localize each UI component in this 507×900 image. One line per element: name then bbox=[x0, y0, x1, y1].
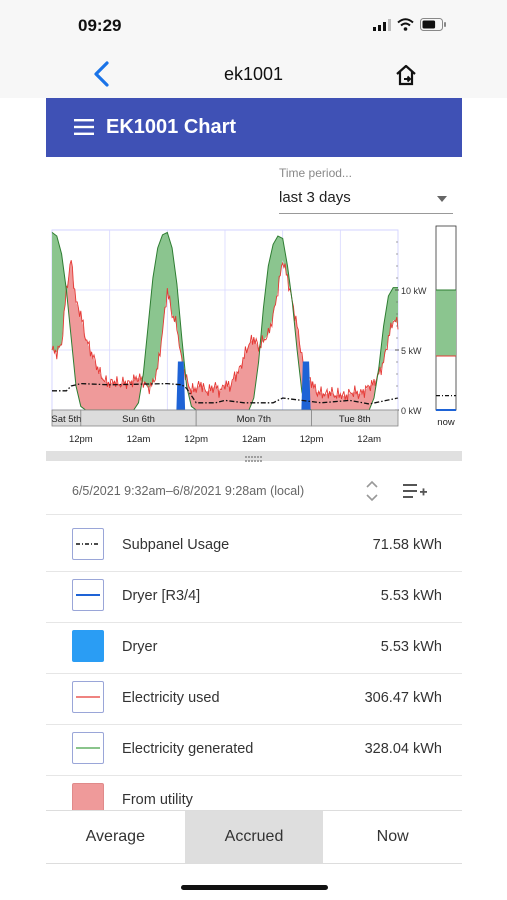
day-label: Sun 6th bbox=[122, 414, 155, 425]
legend-name: Subpanel Usage bbox=[122, 537, 230, 553]
battery-icon bbox=[420, 18, 446, 31]
y-tick-label: 5 kW bbox=[401, 346, 422, 356]
legend-row[interactable]: Subpanel Usage 71.58 kWh bbox=[46, 520, 462, 572]
generated-excess-area bbox=[52, 232, 68, 353]
from-utility-area bbox=[293, 308, 378, 410]
y-tick-label: 10 kW bbox=[401, 286, 427, 296]
home-indicator bbox=[181, 885, 328, 890]
legend-swatch-pink-fill bbox=[72, 783, 104, 810]
app-title: EK1001 Chart bbox=[106, 116, 237, 138]
tab-now[interactable]: Now bbox=[376, 828, 409, 845]
time-label: 12pm bbox=[300, 434, 324, 445]
legend-row[interactable]: Dryer [R3/4] 5.53 kWh bbox=[46, 571, 462, 623]
day-label: Mon 7th bbox=[237, 414, 271, 425]
chart-svg[interactable]: 0 kW 5 kW 10 kW Sat 5th Sun 6th Mon 7th Tue 8t… bbox=[46, 224, 462, 454]
electricity-used-line bbox=[51, 260, 399, 401]
chevron-left-icon[interactable] bbox=[90, 60, 114, 88]
signal-icon bbox=[373, 18, 391, 31]
legend-row[interactable]: Electricity used 306.47 kWh bbox=[46, 673, 462, 725]
app-bar: EK1001 Chart bbox=[46, 98, 462, 157]
legend-value: 306.47 kWh bbox=[364, 690, 442, 706]
from-utility-area bbox=[67, 260, 144, 410]
legend-value: 5.53 kWh bbox=[380, 588, 442, 604]
time-period-select[interactable]: last 3 days bbox=[279, 185, 453, 214]
y-tick-label: 0 kW bbox=[401, 406, 422, 416]
legend-value: 5.53 kWh bbox=[380, 639, 442, 655]
legend-swatch-red-line bbox=[72, 681, 104, 713]
day-label: Sat 5th bbox=[51, 414, 81, 425]
legend-swatch-blue-line bbox=[72, 579, 104, 611]
date-range-row: 6/5/2021 9:32am–6/8/2021 9:28am (local) bbox=[46, 470, 462, 515]
hamburger-menu-icon[interactable] bbox=[74, 118, 94, 136]
legend-name: From utility bbox=[122, 792, 193, 808]
time-label: 12pm bbox=[69, 434, 93, 445]
legend-name: Dryer bbox=[122, 639, 158, 655]
time-label: 12am bbox=[127, 434, 151, 445]
legend-swatch-green-line bbox=[72, 732, 104, 764]
legend-name: Electricity generated bbox=[122, 741, 254, 757]
now-bar-generated-fill bbox=[436, 290, 456, 356]
nav-title: ek1001 bbox=[223, 64, 284, 84]
generated-excess-area bbox=[377, 287, 398, 377]
legend-swatch-dashdot bbox=[72, 528, 104, 560]
time-period-value: last 3 days bbox=[279, 189, 351, 206]
date-range-text: 6/5/2021 9:32am–6/8/2021 9:28am (local) bbox=[72, 484, 305, 498]
time-label: 12am bbox=[242, 434, 266, 445]
drag-dots-icon bbox=[245, 456, 262, 462]
tab-accrued[interactable]: Accrued bbox=[184, 811, 324, 863]
status-time: 09:29 bbox=[78, 16, 122, 35]
legend-row[interactable]: Electricity generated 328.04 kWh bbox=[46, 724, 462, 776]
energy-chart[interactable]: 0 kW 5 kW 10 kW Sat 5th Sun 6th Mon 7th Tue 8t… bbox=[46, 224, 462, 460]
status-bar: 09:29 bbox=[0, 0, 507, 50]
legend-name: Electricity used bbox=[122, 690, 220, 706]
legend-list: Subpanel Usage 71.58 kWh Dryer [R3/4] 5.53 … bbox=[46, 520, 462, 810]
legend-value: 328.04 kWh bbox=[364, 741, 442, 757]
legend-name: Dryer [R3/4] bbox=[122, 588, 201, 604]
now-label: now bbox=[437, 417, 455, 428]
resize-handle[interactable] bbox=[46, 451, 462, 462]
sort-icon[interactable] bbox=[363, 478, 381, 504]
legend-value: 71.58 kWh bbox=[372, 537, 442, 553]
legend-row[interactable]: From utility bbox=[46, 775, 462, 810]
status-icons bbox=[373, 18, 447, 31]
share-icon[interactable] bbox=[393, 62, 419, 88]
legend-swatch-blue-fill bbox=[72, 630, 104, 662]
day-label: Tue 8th bbox=[339, 414, 371, 425]
day-band-cell bbox=[311, 409, 399, 427]
add-series-icon[interactable] bbox=[403, 482, 427, 502]
legend-row[interactable]: Dryer 5.53 kWh bbox=[46, 622, 462, 674]
time-label: 12pm bbox=[184, 434, 208, 445]
time-period-label: Time period... bbox=[279, 166, 352, 180]
tab-bar: Average Accrued Now bbox=[46, 810, 462, 864]
wifi-icon bbox=[397, 18, 414, 31]
time-label: 12am bbox=[357, 434, 381, 445]
navigation-bar: ek1001 bbox=[0, 50, 507, 98]
dropdown-caret-icon bbox=[437, 196, 447, 202]
tab-average[interactable]: Average bbox=[85, 828, 145, 845]
